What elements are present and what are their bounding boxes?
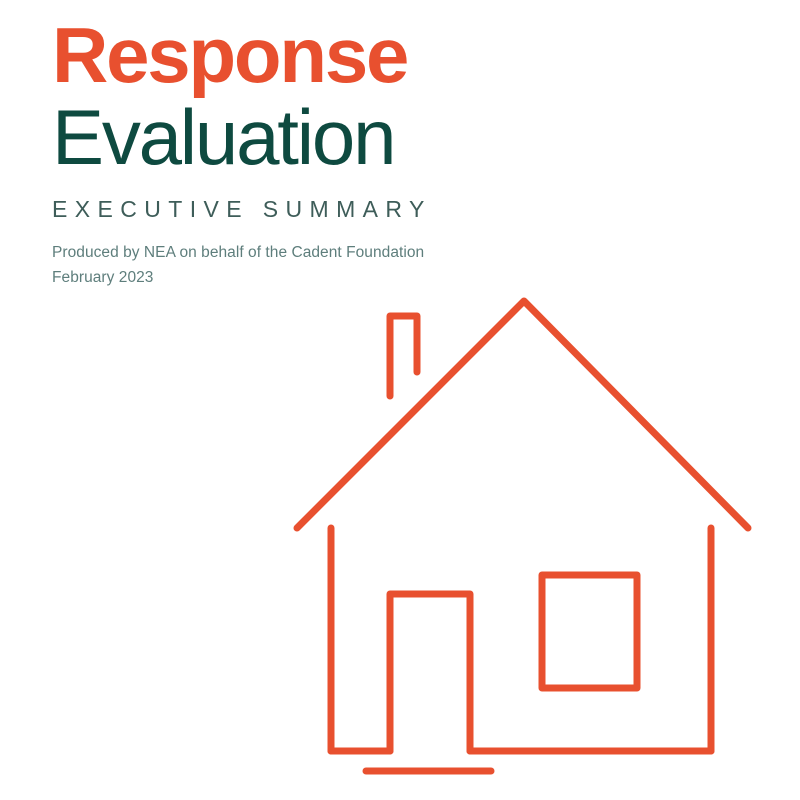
door-icon <box>386 590 474 755</box>
credit-line-date: February 2023 <box>52 269 154 286</box>
credits-block: Produced by NEA on behalf of the Cadent … <box>52 240 752 290</box>
credit-line-producer: Produced by NEA on behalf of the Cadent … <box>52 244 425 261</box>
page-subtitle-kicker: EXECUTIVE SUMMARY <box>52 196 432 222</box>
page-title-line-2: Evaluation <box>52 93 396 181</box>
page-title-line-1: Response <box>52 11 409 99</box>
roof-icon <box>293 297 752 532</box>
title-block: Response Evaluation EXECUTIVE SUMMARY Pr… <box>52 14 752 290</box>
window-icon <box>538 571 641 692</box>
chimney-icon <box>386 312 421 400</box>
